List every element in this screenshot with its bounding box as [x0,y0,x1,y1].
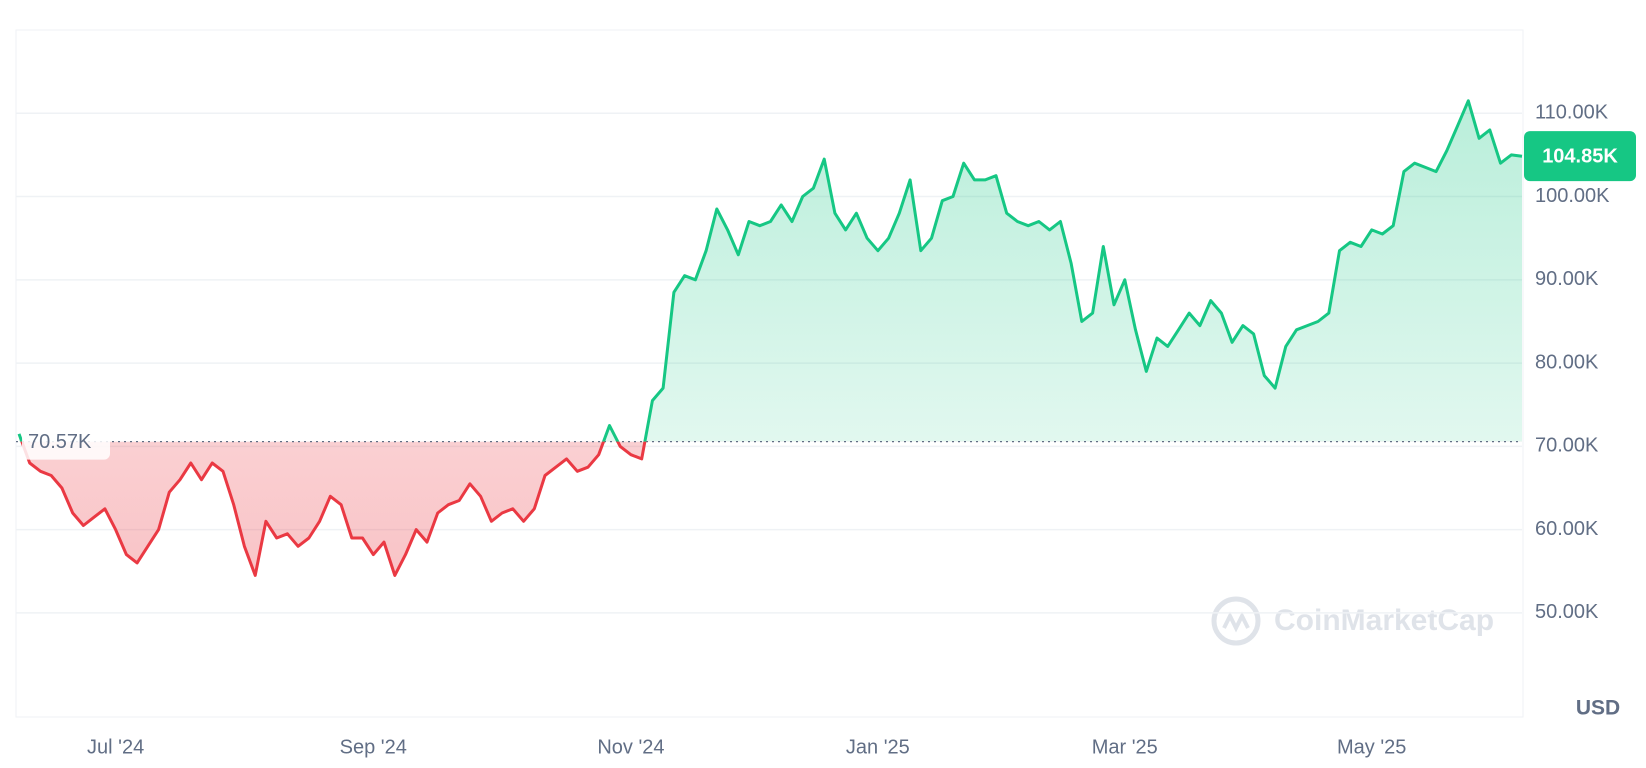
last-price-label: 104.85K [1542,145,1618,167]
y-tick-label: 80.00K [1535,351,1599,373]
y-tick-label: 90.00K [1535,268,1599,290]
watermark-text: CoinMarketCap [1274,604,1494,637]
y-tick-label: 70.00K [1535,435,1599,457]
watermark: CoinMarketCap [1211,596,1494,646]
area-down [21,441,645,576]
price-line-down [20,441,647,577]
price-line-up [17,99,1523,442]
y-tick-label: 60.00K [1535,518,1599,540]
x-tick-label: May '25 [1337,736,1406,758]
x-tick-label: Jul '24 [87,736,144,758]
area-up [19,100,1522,442]
plot-frame [15,29,1524,718]
x-tick-label: Jan '25 [846,736,910,758]
y-tick-label: 110.00K [1535,102,1609,124]
x-tick-label: Mar '25 [1092,736,1158,758]
reference-label: 70.57K [28,431,92,453]
y-tick-label: 100.00K [1535,185,1610,207]
y-tick-label: 50.00K [1535,601,1599,623]
x-tick-label: Nov '24 [597,736,664,758]
last-price-tag [1524,131,1636,182]
x-tick-label: Sep '24 [340,736,407,758]
reference-label-bg [22,423,110,460]
currency-label: USD [1576,697,1620,720]
